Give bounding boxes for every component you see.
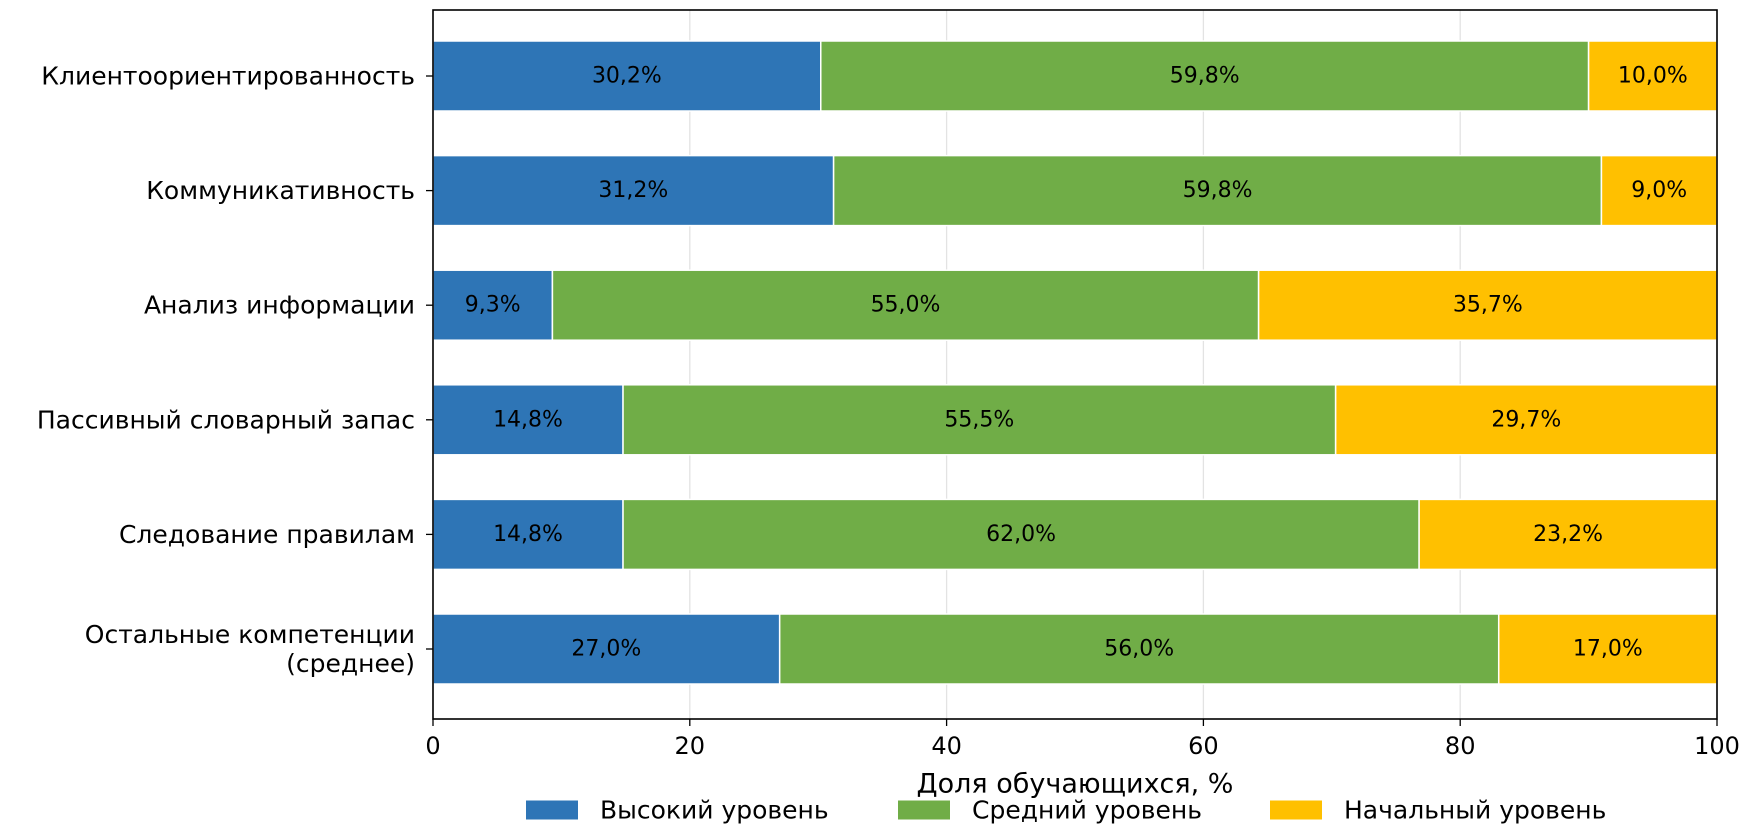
bar-value-label: 35,7%	[1453, 293, 1523, 318]
bar-value-label: 31,2%	[598, 178, 668, 203]
bar-value-label: 14,8%	[493, 407, 563, 432]
bar-value-label: 14,8%	[493, 522, 563, 547]
bar-value-label: 9,3%	[465, 293, 521, 318]
bar-value-label: 17,0%	[1573, 637, 1643, 662]
bar-segment	[432, 613, 781, 685]
legend-label: Начальный уровень	[1344, 796, 1606, 825]
category-label: Коммуникативность	[146, 176, 415, 205]
legend-swatch	[526, 800, 578, 820]
x-tick-label: 80	[1445, 732, 1476, 760]
bar-value-label: 59,8%	[1170, 64, 1240, 89]
x-axis-title: Доля обучающихся, %	[917, 769, 1234, 800]
bar-segment	[1497, 613, 1718, 685]
bar-value-label: 56,0%	[1104, 637, 1174, 662]
category-label: Остальные компетенции	[85, 620, 415, 649]
bar-value-label: 29,7%	[1491, 407, 1561, 432]
x-tick-label: 20	[675, 732, 706, 760]
bar-segment	[1257, 269, 1718, 341]
category-label: Следование правилам	[119, 520, 415, 549]
bar-segment	[432, 269, 554, 341]
x-tick-label: 100	[1694, 732, 1740, 760]
category-label: (среднее)	[286, 649, 415, 678]
bar-value-label: 10,0%	[1618, 64, 1688, 89]
bar-segment	[551, 269, 1260, 341]
bar-segment	[432, 384, 624, 456]
bar-segment	[1418, 498, 1718, 571]
category-label: Пассивный словарный запас	[37, 405, 415, 434]
category-label: Клиентоориентированность	[41, 62, 415, 91]
bar-value-label: 55,0%	[871, 293, 941, 318]
bar-segment	[432, 40, 822, 112]
bar-value-label: 27,0%	[571, 637, 641, 662]
bar-segment	[622, 498, 1420, 571]
legend: Высокий уровень Средний уровень Начальный …	[526, 796, 1606, 825]
legend-label: Высокий уровень	[600, 796, 829, 825]
category-label: Анализ информации	[144, 291, 415, 320]
bar-value-label: 62,0%	[986, 522, 1056, 547]
legend-label: Средний уровень	[972, 796, 1202, 825]
bar-segment	[1600, 154, 1718, 227]
x-tick-label: 40	[931, 732, 962, 760]
legend-swatch	[898, 800, 950, 820]
plot-area	[433, 10, 1717, 719]
bar-segment	[832, 154, 1603, 227]
bar-segment	[432, 498, 624, 571]
bar-segment	[622, 384, 1337, 456]
bar-value-label: 23,2%	[1533, 522, 1603, 547]
plot-frame	[432, 9, 1718, 720]
legend-swatch	[1270, 800, 1322, 820]
bar-value-label: 55,5%	[944, 407, 1014, 432]
bar-value-label: 30,2%	[592, 64, 662, 89]
bar-value-label: 59,8%	[1183, 178, 1253, 203]
x-tick-label: 60	[1188, 732, 1219, 760]
bar-value-label: 9,0%	[1631, 178, 1687, 203]
bar-segment	[778, 613, 1500, 685]
x-tick-label: 0	[425, 732, 440, 760]
